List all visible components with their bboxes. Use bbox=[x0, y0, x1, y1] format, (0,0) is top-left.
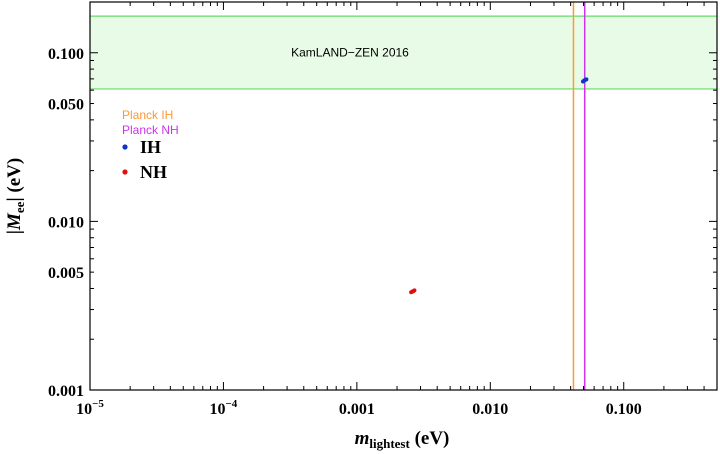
y-tick-label: 0.010 bbox=[48, 214, 84, 231]
y-tick-label: 0.001 bbox=[48, 383, 84, 400]
y-axis-label: |Mee| (eV) bbox=[4, 158, 27, 234]
data-point-nh bbox=[412, 288, 417, 293]
x-tick-label: 0.100 bbox=[606, 401, 642, 418]
kamland-band bbox=[90, 16, 717, 89]
x-tick-label: 10−5 bbox=[76, 398, 104, 418]
band-label: KamLAND−ZEN 2016 bbox=[291, 46, 409, 60]
legend-entry-ih: IH bbox=[140, 137, 161, 157]
x-tick-label: 0.001 bbox=[339, 401, 375, 418]
legend-entry-nh: NH bbox=[140, 162, 167, 182]
y-tick-label: 0.005 bbox=[48, 265, 84, 282]
y-tick-label: 0.100 bbox=[48, 46, 84, 63]
x-tick-label: 0.010 bbox=[472, 401, 508, 418]
data-point-ih bbox=[584, 77, 589, 82]
legend-marker-nh bbox=[122, 169, 128, 175]
plot-frame bbox=[89, 1, 718, 391]
x-tick-label: 10−4 bbox=[210, 398, 238, 418]
legend-entry-planck-nh: Planck NH bbox=[122, 123, 179, 137]
legend-entry-planck-ih: Planck IH bbox=[122, 108, 173, 122]
x-axis-label: mlightest (eV) bbox=[355, 428, 450, 451]
legend-marker-ih bbox=[122, 144, 128, 150]
y-tick-label: 0.050 bbox=[48, 97, 84, 114]
